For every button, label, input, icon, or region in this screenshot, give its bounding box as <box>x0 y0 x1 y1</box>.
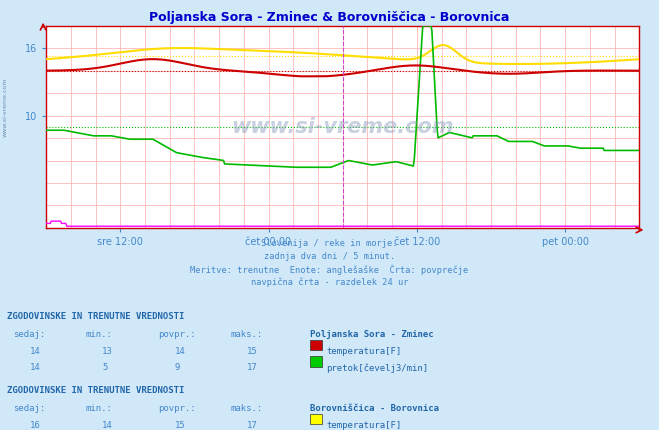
Text: Poljanska Sora - Zminec: Poljanska Sora - Zminec <box>310 330 434 339</box>
Text: povpr.:: povpr.: <box>158 404 196 413</box>
Text: 14: 14 <box>30 347 40 356</box>
Text: 16: 16 <box>30 421 40 430</box>
Text: Poljanska Sora - Zminec & Borovniščica - Borovnica: Poljanska Sora - Zminec & Borovniščica -… <box>150 11 509 24</box>
Text: Borovniščica - Borovnica: Borovniščica - Borovnica <box>310 404 439 413</box>
Text: 9: 9 <box>175 363 180 372</box>
Text: 17: 17 <box>247 363 258 372</box>
Text: navpična črta - razdelek 24 ur: navpična črta - razdelek 24 ur <box>251 277 408 287</box>
Text: pretok[čevelj3/min]: pretok[čevelj3/min] <box>326 363 428 373</box>
Text: temperatura[F]: temperatura[F] <box>326 421 401 430</box>
Text: 14: 14 <box>175 347 185 356</box>
Text: www.si-vreme.com: www.si-vreme.com <box>3 78 8 137</box>
Text: sedaj:: sedaj: <box>13 330 45 339</box>
Text: Meritve: trenutne  Enote: anglešaške  Črta: povprečje: Meritve: trenutne Enote: anglešaške Črta… <box>190 264 469 275</box>
Text: povpr.:: povpr.: <box>158 330 196 339</box>
Text: 13: 13 <box>102 347 113 356</box>
Text: 15: 15 <box>247 347 258 356</box>
Text: Slovenija / reke in morje.: Slovenija / reke in morje. <box>261 239 398 248</box>
Text: maks.:: maks.: <box>231 404 263 413</box>
Text: zadnja dva dni / 5 minut.: zadnja dva dni / 5 minut. <box>264 252 395 261</box>
Text: maks.:: maks.: <box>231 330 263 339</box>
Text: 17: 17 <box>247 421 258 430</box>
Text: min.:: min.: <box>86 330 113 339</box>
Text: 14: 14 <box>30 363 40 372</box>
Text: 15: 15 <box>175 421 185 430</box>
Text: min.:: min.: <box>86 404 113 413</box>
Text: temperatura[F]: temperatura[F] <box>326 347 401 356</box>
Text: 5: 5 <box>102 363 107 372</box>
Text: sedaj:: sedaj: <box>13 404 45 413</box>
Text: ZGODOVINSKE IN TRENUTNE VREDNOSTI: ZGODOVINSKE IN TRENUTNE VREDNOSTI <box>7 386 184 395</box>
Text: 14: 14 <box>102 421 113 430</box>
Text: www.si-vreme.com: www.si-vreme.com <box>231 117 454 137</box>
Text: ZGODOVINSKE IN TRENUTNE VREDNOSTI: ZGODOVINSKE IN TRENUTNE VREDNOSTI <box>7 312 184 321</box>
